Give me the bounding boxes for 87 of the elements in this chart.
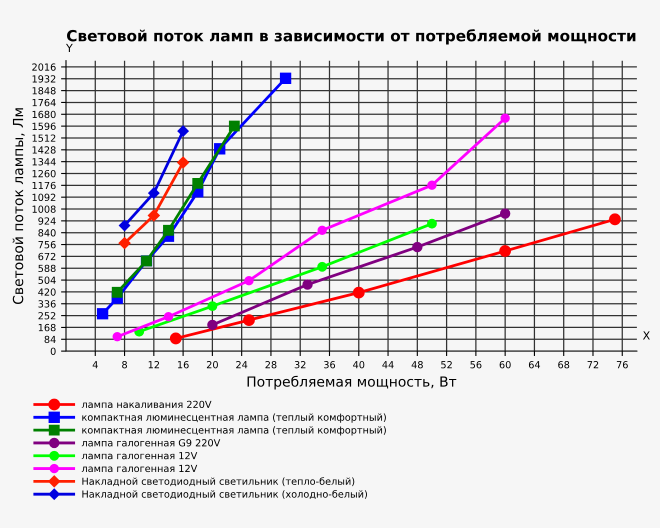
y-tick-label: 756: [38, 241, 56, 248]
y-tick-label: 336: [38, 300, 56, 308]
point: [96, 308, 108, 320]
point: [177, 125, 189, 137]
x-tick-label: 24: [236, 361, 248, 368]
legend-label: лампа галогенная 12V: [82, 464, 198, 472]
point: [412, 242, 422, 252]
x-tick-label: 48: [412, 361, 423, 368]
y-tick-label: 420: [38, 288, 56, 296]
x-tick-label: 36: [324, 361, 336, 368]
text: Y: [66, 44, 73, 52]
point: [500, 114, 510, 123]
legend-label: лампа галогенная G9 220V: [82, 439, 220, 446]
x-tick-label: 60: [500, 361, 511, 368]
point: [112, 286, 123, 298]
y-tick-label: 1680: [32, 110, 56, 118]
y-tick-label: 1932: [32, 75, 56, 83]
y-tick-label: 1260: [32, 170, 56, 178]
point: [148, 187, 160, 199]
legend-label: лампа накаливания 220V: [82, 400, 212, 408]
point: [192, 178, 204, 189]
legend-label: Накладной светодиодный светильник (тепло-белый): [82, 477, 354, 486]
point: [177, 156, 190, 168]
x-tick-label: 12: [148, 361, 160, 368]
y-tick-label: 840: [38, 229, 56, 237]
y-tick-label: 1176: [32, 182, 56, 190]
legend-label: лампа галогенная 12V: [82, 452, 198, 460]
point: [499, 245, 512, 257]
x-tick-label: 4: [92, 361, 98, 368]
y-tick-label: 672: [38, 252, 56, 260]
y-tick-label: 1512: [32, 134, 56, 142]
point: [244, 276, 254, 286]
x-tick-label: 52: [441, 361, 452, 368]
point: [317, 226, 327, 235]
point: [302, 279, 313, 290]
point: [148, 210, 160, 222]
x-tick-label: 32: [294, 361, 306, 368]
point: [207, 320, 218, 330]
x-tick-label: 20: [206, 361, 218, 368]
y-tick-label: 2016: [32, 63, 56, 71]
y-tick-label: 1092: [32, 194, 56, 202]
x-tick-label: 76: [616, 361, 628, 368]
y-axis-title: Световой поток лампы, Лм: [12, 108, 25, 304]
x-tick-label: 56: [470, 361, 482, 368]
legend-label: Накладной светодиодный светильник (холодно-белый): [82, 490, 367, 499]
point: [243, 314, 255, 326]
point: [207, 301, 218, 312]
y-tick-label: 168: [38, 324, 56, 332]
point: [118, 237, 131, 250]
point: [163, 224, 174, 236]
point: [500, 208, 510, 219]
x-tick-label: 64: [528, 361, 540, 368]
x-tick-label: 16: [178, 361, 189, 368]
y-tick-label: 1764: [32, 98, 56, 106]
y-tick-label: 1596: [32, 122, 56, 130]
point: [317, 262, 328, 272]
y-tick-label: 588: [38, 264, 56, 272]
x-tick-label: 40: [353, 361, 364, 368]
y-tick-label: 504: [38, 276, 56, 284]
point: [352, 286, 365, 299]
point: [164, 312, 174, 322]
y-tick-label: 84: [44, 336, 56, 344]
y-tick-label: 1848: [32, 87, 56, 94]
point: [228, 120, 240, 132]
chart-title: Световой поток ламп в зависимости от потребляемой мощности: [67, 29, 636, 44]
y-tick-label: 924: [38, 217, 56, 225]
x-tick-label: 28: [265, 361, 276, 368]
y-tick-label: 1344: [32, 158, 56, 166]
y-tick-label: 0: [50, 348, 56, 355]
y-tick-label: 1008: [32, 206, 56, 213]
point: [118, 220, 130, 232]
point: [609, 213, 621, 226]
point: [170, 332, 182, 344]
text: X: [642, 331, 650, 340]
legend-label: компактная люминесцентная лампа (теплый комфортный): [82, 413, 386, 423]
legend-label: компактная люминесцентная лампа (теплый комфортный): [82, 426, 386, 436]
point: [427, 180, 437, 190]
x-axis-title: Потребляемая мощность, Вт: [248, 376, 456, 390]
y-tick-label: 252: [38, 312, 56, 320]
y-tick-label: 1428: [32, 146, 56, 154]
point: [112, 332, 122, 342]
x-tick-label: 72: [588, 361, 598, 368]
x-tick-label: 8: [122, 361, 127, 368]
point: [427, 218, 437, 229]
point: [280, 72, 292, 84]
x-tick-label: 68: [558, 361, 570, 368]
x-tick-label: 44: [382, 361, 394, 368]
